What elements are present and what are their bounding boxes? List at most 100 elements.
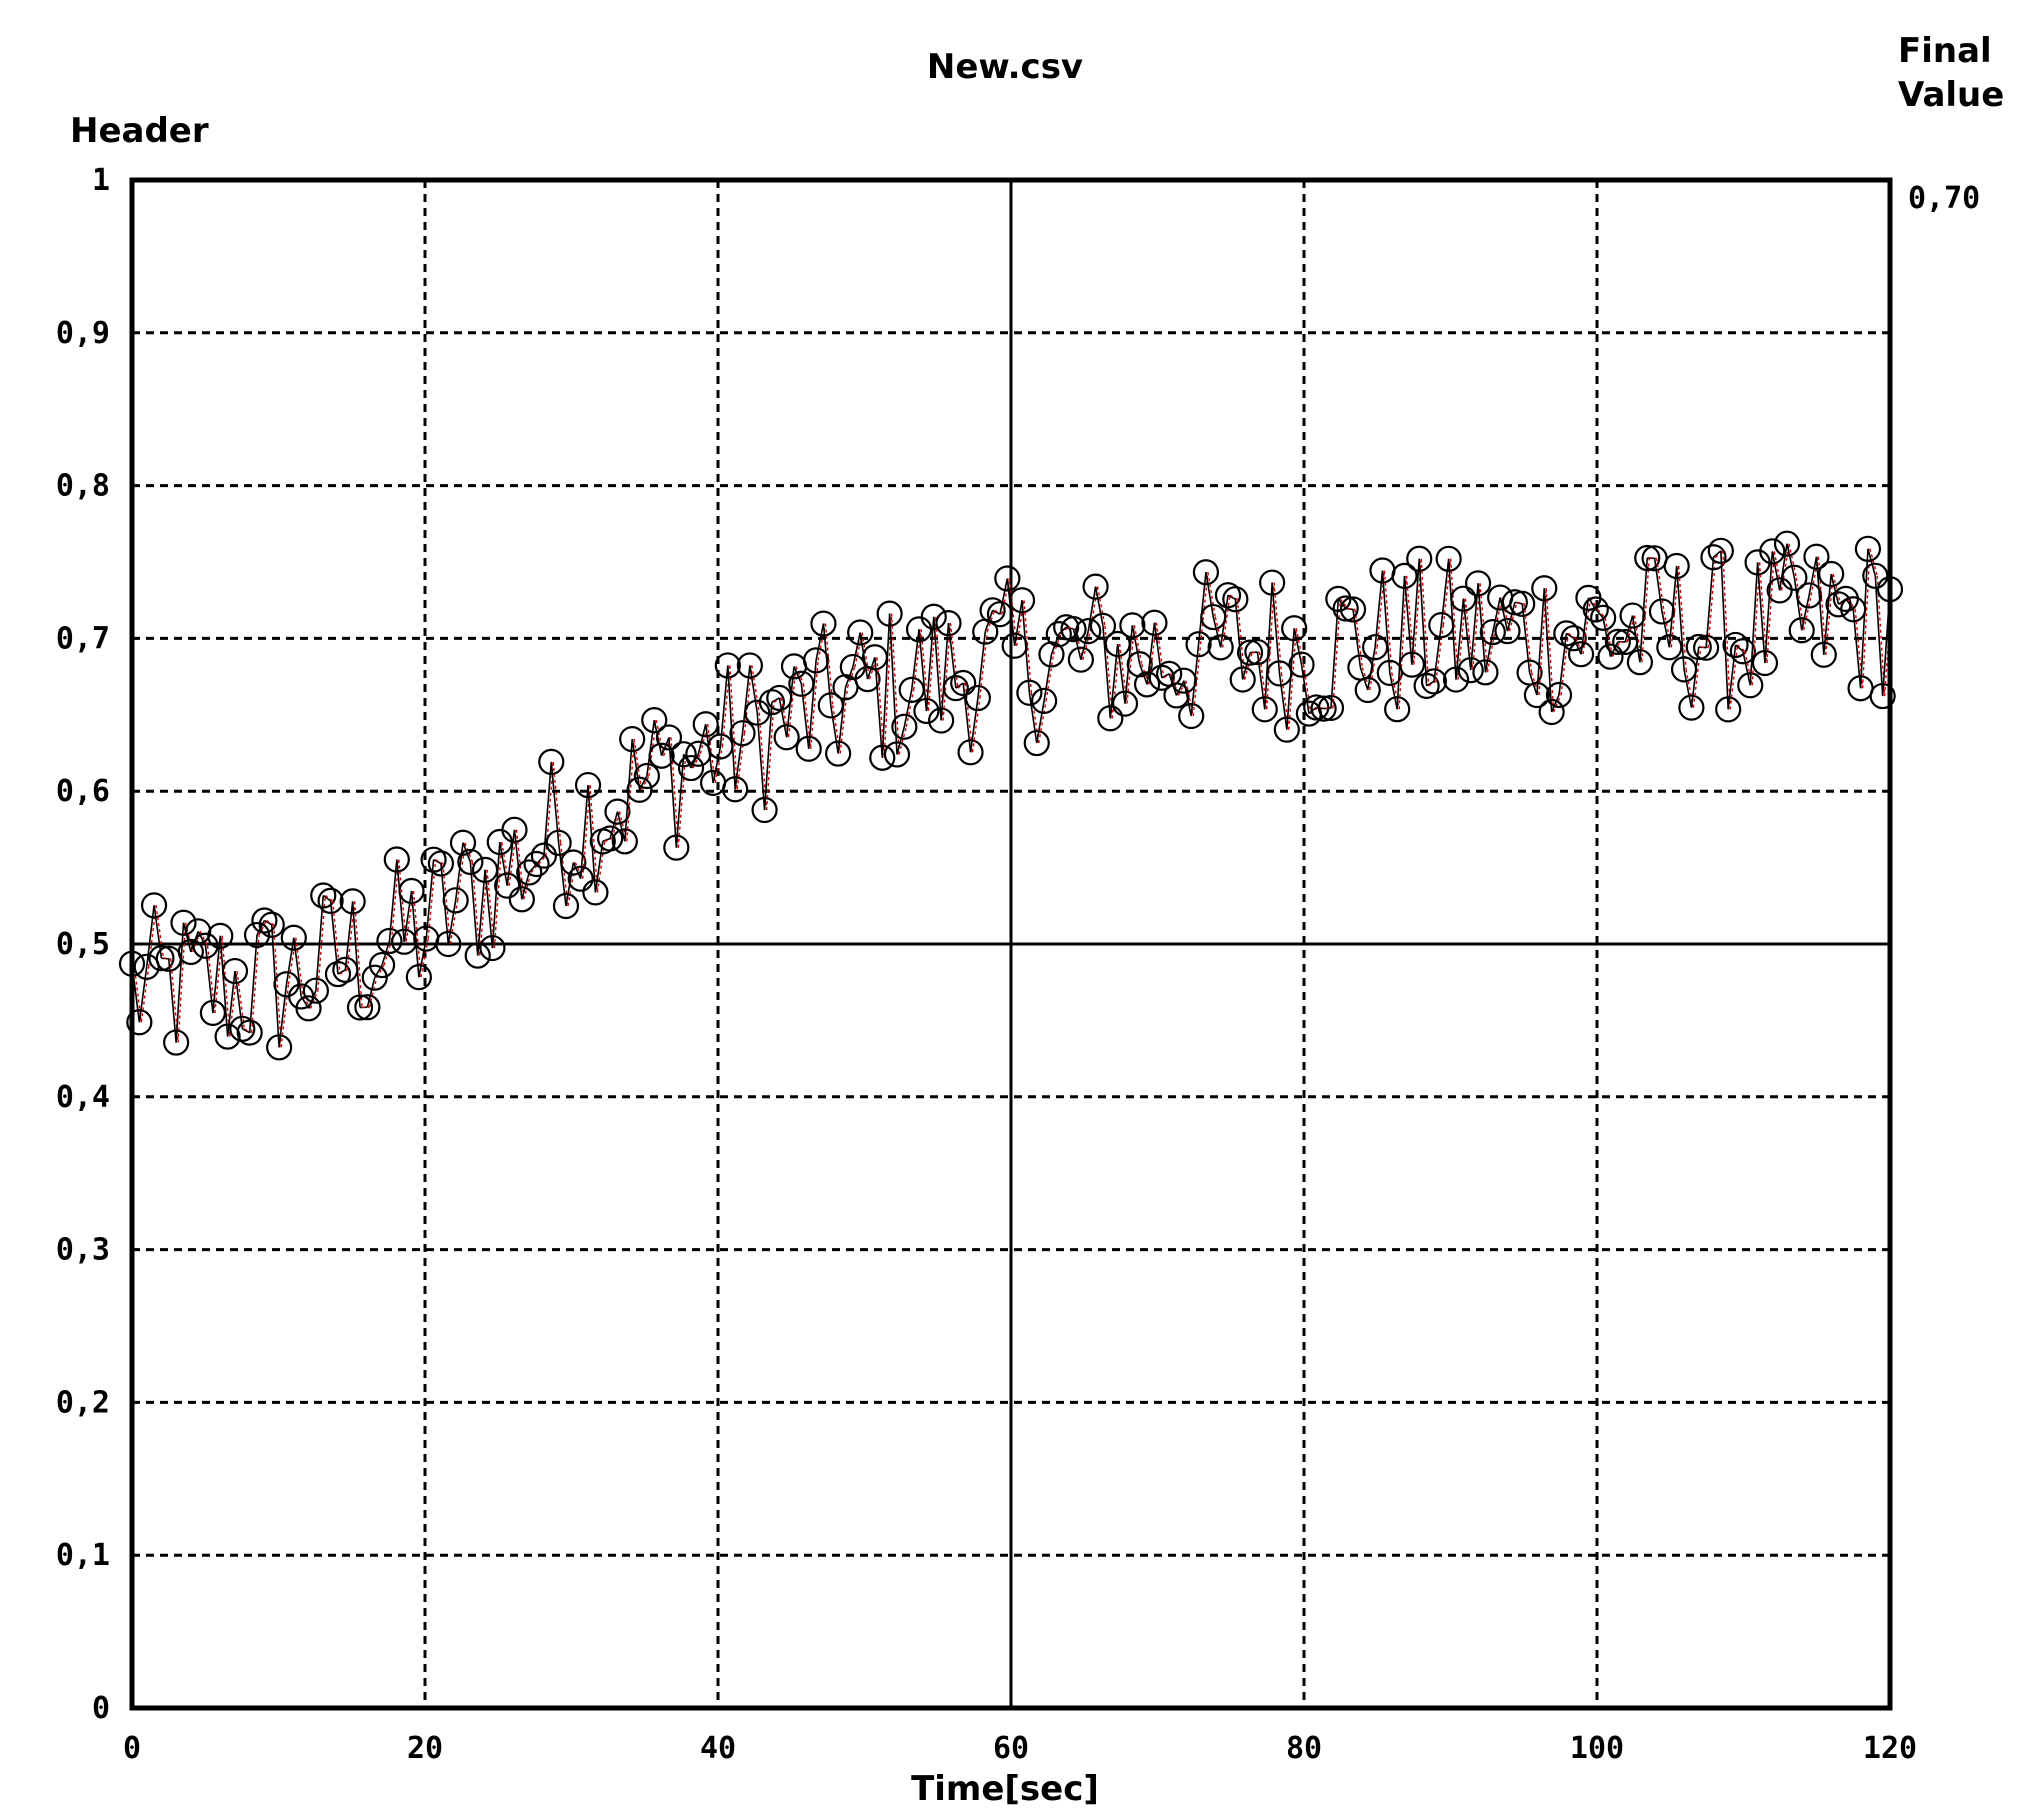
red-trace-segment-165 (1339, 598, 1349, 609)
data-point-27 (317, 887, 344, 914)
trace-segment-181 (1455, 598, 1465, 680)
trace-segment-138 (1138, 664, 1148, 685)
red-trace-segment-151 (1236, 599, 1246, 680)
trace-segment-99 (852, 632, 861, 668)
trace-segment-238 (1874, 575, 1884, 697)
trace-segment-173 (1396, 575, 1406, 710)
data-point-113 (950, 669, 977, 697)
trace-segment-122 (1021, 600, 1031, 693)
trace-segment-78 (697, 724, 707, 754)
x-axis-label: Time[sec] (911, 1769, 1099, 1809)
data-point-62 (574, 771, 602, 799)
trace-segment-204 (1624, 615, 1634, 643)
trace-segment-104 (888, 613, 898, 755)
data-point-128 (1060, 616, 1087, 643)
data-point-146 (1192, 559, 1220, 586)
data-point-74 (663, 834, 690, 861)
data-point-164 (1325, 585, 1352, 612)
trace-segment-215 (1705, 557, 1715, 648)
data-point-43 (435, 930, 462, 958)
data-point-238 (1869, 682, 1896, 710)
red-trace-segment-6 (170, 958, 179, 1043)
data-point-229 (1803, 543, 1830, 570)
data-point-213 (1685, 633, 1712, 661)
trace-segment-111 (940, 623, 950, 721)
data-points (118, 530, 1904, 1061)
trace-segment-148 (1212, 616, 1222, 648)
data-point-22 (280, 924, 307, 951)
red-trace-segment-224 (1773, 551, 1783, 591)
red-trace-segment-218 (1729, 644, 1739, 710)
trace-segment-102 (874, 657, 884, 758)
red-trace-segment-232 (1832, 573, 1842, 605)
trace-segment-105 (896, 726, 906, 755)
trace-segment-210 (1668, 565, 1678, 648)
trace-segment-232 (1830, 573, 1840, 605)
data-point-159 (1288, 651, 1315, 678)
data-point-131 (1082, 573, 1109, 600)
trace-segment-118 (992, 609, 1001, 615)
y-tick-label-0: 0 (92, 1691, 110, 1726)
trace-segment-33 (366, 977, 376, 1008)
red-trace-segment-85 (751, 665, 760, 713)
data-point-4 (148, 945, 175, 972)
data-point-75 (670, 741, 697, 768)
data-point-83 (729, 720, 756, 747)
x-tick-label-1: 20 (407, 1731, 443, 1766)
data-point-42 (427, 850, 455, 877)
trace-segment-6 (167, 958, 177, 1043)
data-point-193 (1538, 698, 1565, 726)
data-point-45 (449, 829, 477, 856)
data-point-135 (1111, 690, 1139, 717)
trace-segment-112 (947, 623, 957, 689)
data-point-195 (1553, 620, 1580, 647)
red-trace-segment-3 (148, 905, 157, 967)
trace-segment-103 (881, 613, 891, 758)
data-point-32 (354, 994, 381, 1021)
trace-segment-180 (1447, 558, 1457, 680)
trace-segment-93 (807, 660, 817, 749)
red-trace-segment-180 (1449, 558, 1459, 680)
data-point-206 (1634, 544, 1661, 572)
data-point-148 (1207, 634, 1234, 661)
red-trace-segment-106 (905, 689, 915, 727)
data-point-149 (1214, 582, 1242, 609)
red-trace-segment-59 (559, 842, 569, 907)
red-trace-segment-80 (714, 746, 724, 784)
red-trace-segment-23 (295, 937, 304, 997)
trace-segment-2 (138, 966, 148, 1023)
trace-segment-194 (1550, 694, 1560, 713)
red-trace-segment-211 (1677, 565, 1687, 670)
trace-segment-208 (1653, 558, 1663, 612)
trace-segment-126 (1050, 633, 1060, 655)
trace-segment-79 (704, 724, 714, 784)
trace-segment-22 (285, 937, 295, 985)
data-point-72 (648, 742, 675, 769)
data-point-189 (1509, 590, 1536, 617)
y-tick-label-6: 0,6 (56, 774, 110, 809)
data-point-96 (825, 740, 852, 767)
data-point-157 (1273, 716, 1300, 743)
data-point-59 (552, 892, 580, 920)
trace-segment-171 (1381, 570, 1391, 673)
data-point-119 (994, 565, 1021, 592)
red-trace-segment-112 (949, 623, 959, 689)
data-point-60 (560, 849, 587, 876)
trace-segment-95 (822, 623, 832, 706)
trace-segment-42 (433, 858, 442, 865)
trace-segment-131 (1087, 586, 1097, 632)
trace-segment-61 (572, 862, 582, 879)
data-point-54 (516, 859, 543, 886)
red-trace-segment-158 (1288, 628, 1297, 730)
trace-segment-86 (756, 712, 766, 811)
trace-segment-205 (1631, 615, 1641, 663)
final-value-label-line1: Final (1898, 31, 1992, 71)
trace-segment-98 (844, 666, 854, 688)
red-trace-segment-89 (780, 697, 790, 738)
data-point-130 (1075, 618, 1102, 645)
red-trace-segment-130 (1082, 630, 1091, 660)
red-trace-segment-184 (1479, 583, 1489, 673)
data-point-24 (295, 995, 322, 1022)
trace-segment-56 (535, 855, 545, 865)
